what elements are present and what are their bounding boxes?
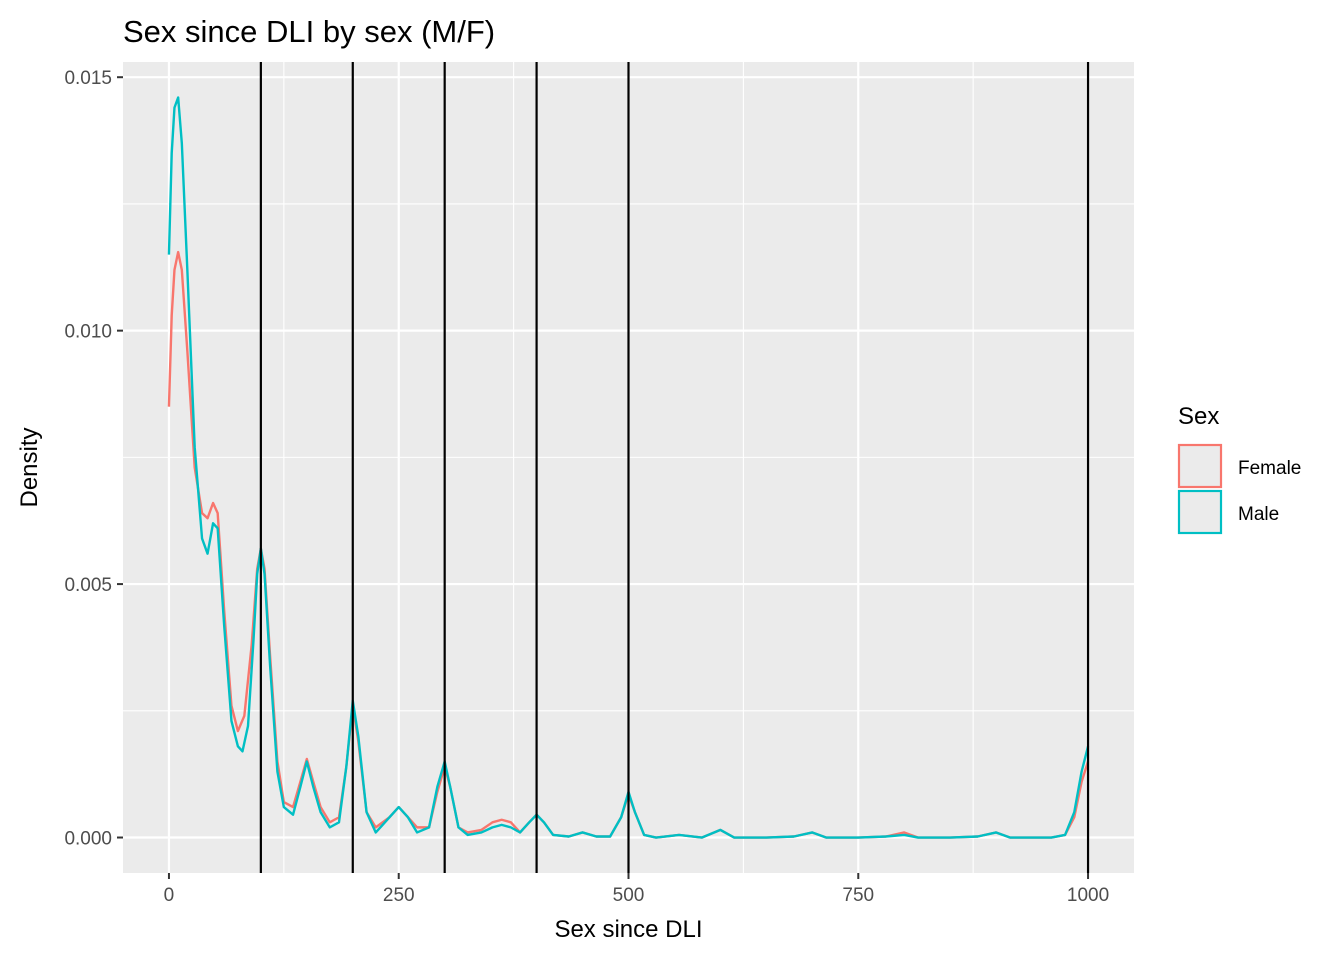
legend: Sex Female Male <box>1177 403 1301 535</box>
legend-title: Sex <box>1178 403 1219 430</box>
x-axis: 0 250 500 750 1000 <box>164 873 1109 906</box>
x-tick-label: 1000 <box>1067 885 1109 906</box>
y-axis-title: Density <box>16 427 43 507</box>
x-tick-label: 250 <box>383 885 415 906</box>
legend-key-female <box>1177 443 1223 489</box>
x-tick-label: 750 <box>842 885 874 906</box>
reference-lines <box>259 62 1090 873</box>
y-axis: 0.000 0.005 0.010 0.015 <box>64 68 123 850</box>
y-tick-label: 0.000 <box>64 829 112 850</box>
series-line-male <box>167 96 1090 839</box>
y-tick-label: 0.015 <box>64 68 112 89</box>
x-axis-title: Sex since DLI <box>554 916 702 943</box>
x-tick-label: 0 <box>164 885 175 906</box>
legend-label-male: Male <box>1238 504 1279 525</box>
legend-label-female: Female <box>1238 458 1301 479</box>
series-layer <box>167 96 1090 839</box>
chart-title: Sex since DLI by sex (M/F) <box>123 14 495 49</box>
y-tick-label: 0.010 <box>64 322 112 343</box>
x-tick-label: 500 <box>613 885 645 906</box>
legend-key-male <box>1177 489 1223 535</box>
y-tick-label: 0.005 <box>64 575 112 596</box>
